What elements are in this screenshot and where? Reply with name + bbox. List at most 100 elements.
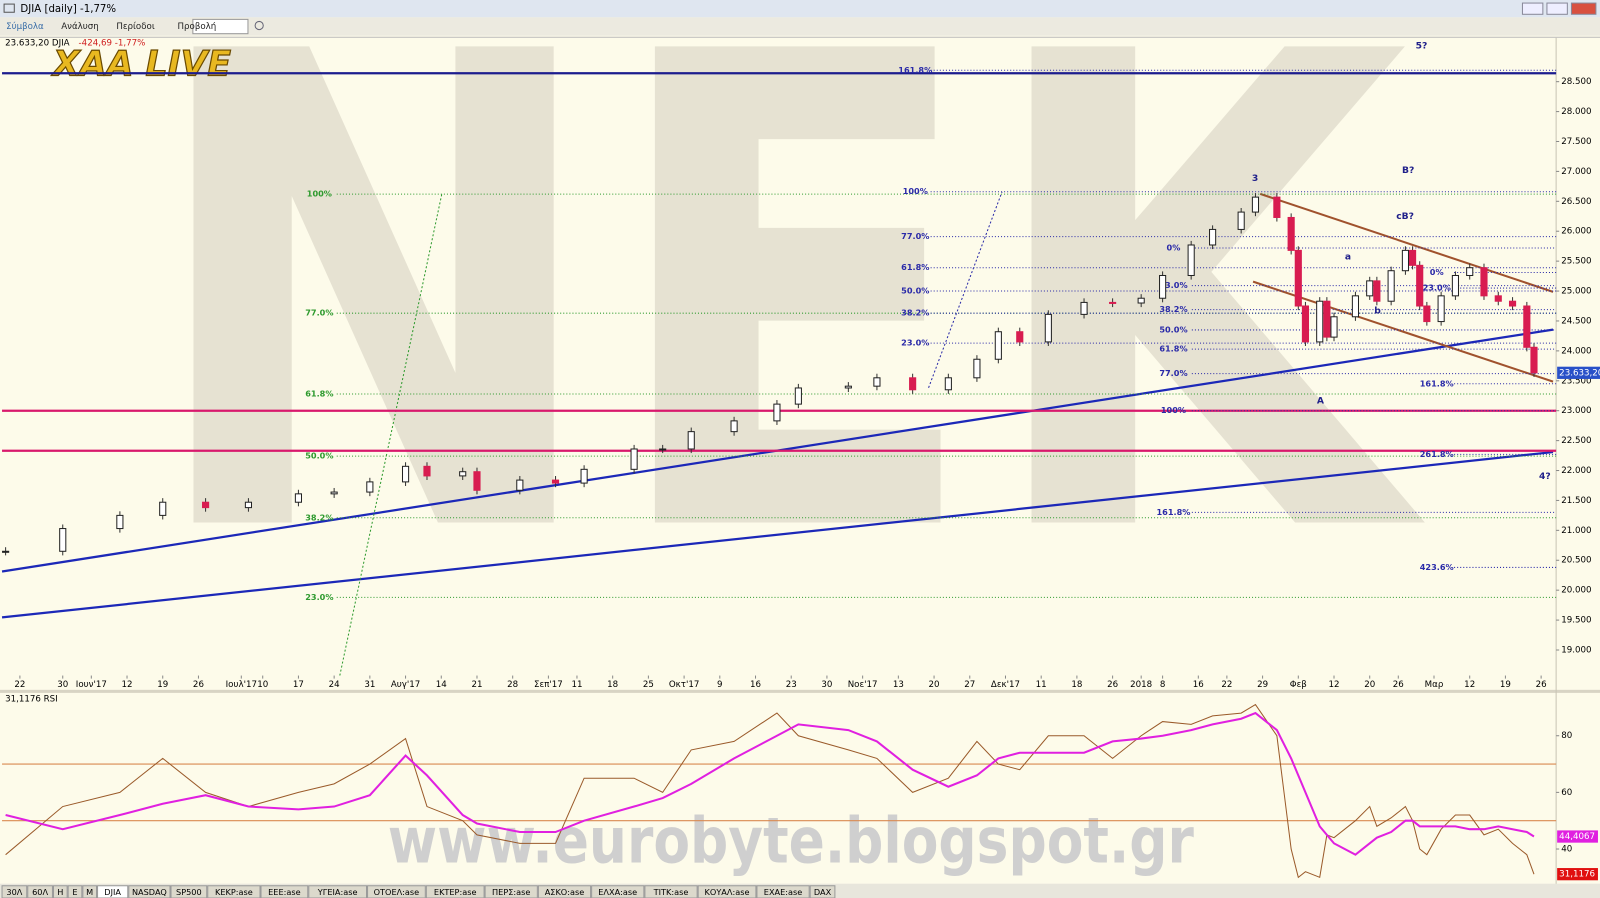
wave-label: 5? — [1416, 40, 1428, 51]
y-tick-label: 19.000 — [1561, 645, 1591, 655]
candle — [1351, 295, 1360, 318]
x-tick-label: 30 — [821, 680, 832, 690]
x-tick-label: Αυγ'17 — [391, 680, 420, 690]
tab-label[interactable]: DJIA — [104, 887, 121, 897]
tab-label[interactable]: ΑΣΚΟ:ase — [545, 887, 585, 897]
candle — [1159, 274, 1167, 299]
tab-label[interactable]: ΕΕΕ:ase — [268, 887, 300, 897]
tab[interactable] — [52, 885, 68, 898]
x-tick-label: 11 — [571, 680, 582, 690]
x-tick-label: 8 — [1160, 680, 1166, 690]
y-tick-label: 25.500 — [1561, 257, 1591, 267]
candle — [459, 471, 467, 477]
symbol-input[interactable] — [192, 18, 249, 35]
tab[interactable] — [97, 885, 129, 898]
tab-label[interactable]: ΚΟΥΑΛ:ase — [705, 887, 750, 897]
tab[interactable] — [537, 885, 592, 898]
candle — [1187, 244, 1195, 277]
close-button[interactable] — [1570, 2, 1597, 15]
tab[interactable] — [644, 885, 698, 898]
price-change: -424,69 -1,77% — [79, 38, 146, 48]
fib-label: 61.8% — [305, 388, 333, 398]
minimize-button[interactable] — [1521, 2, 1544, 15]
candle — [1287, 216, 1295, 251]
fib-label: 161.8% — [1420, 378, 1454, 388]
tab-label[interactable]: 60Λ — [32, 887, 48, 897]
fib-label: 423.6% — [1420, 562, 1454, 572]
fib-label: 77.0% — [305, 308, 333, 318]
trend-line — [1, 450, 1554, 619]
tab-label[interactable]: NASDAQ — [132, 887, 167, 897]
tab-label[interactable]: M — [86, 887, 93, 897]
tab[interactable] — [170, 885, 208, 898]
tab[interactable] — [1, 885, 28, 898]
fib-label: 77.0% — [901, 231, 929, 241]
tab[interactable] — [367, 885, 426, 898]
x-tick-label: 18 — [1071, 680, 1082, 690]
wave-label: 4? — [1539, 471, 1551, 482]
wave-label: B? — [1402, 165, 1414, 176]
candle — [473, 471, 481, 491]
tab-label[interactable]: ΕΚΤΕΡ:ase — [434, 887, 477, 897]
tab[interactable] — [82, 885, 98, 898]
tab-label[interactable]: ΥΓΕΙΑ:ase — [317, 887, 358, 897]
tab[interactable] — [260, 885, 309, 898]
tab[interactable] — [27, 885, 53, 898]
candle — [1401, 249, 1409, 272]
window-icon — [3, 3, 15, 13]
x-tick-label: 21 — [471, 680, 482, 690]
tab-label[interactable]: ΠΕΡΣ:ase — [492, 887, 530, 897]
candle — [1387, 270, 1395, 302]
candle — [1323, 300, 1331, 338]
tab[interactable] — [308, 885, 368, 898]
tab-label[interactable]: ΚΕΚΡ:ase — [215, 887, 253, 897]
candle — [1366, 280, 1374, 297]
candle — [1294, 249, 1302, 307]
tab-label[interactable]: ΕΛΧΑ:ase — [598, 887, 637, 897]
tab[interactable] — [484, 885, 538, 898]
fib-label: 50.0% — [305, 451, 333, 461]
tab-label[interactable]: ΟΤΟΕΛ:ase — [374, 887, 420, 897]
x-tick-label: 20 — [929, 680, 940, 690]
candle — [1408, 249, 1417, 266]
tab-label[interactable]: H — [57, 887, 63, 897]
x-tick-label: 13 — [893, 680, 904, 690]
candle — [909, 377, 917, 391]
title-bar — [0, 0, 1600, 18]
x-tick-label: 14 — [436, 680, 448, 690]
search-icon[interactable] — [254, 20, 264, 31]
tab[interactable] — [425, 885, 485, 898]
menu-item[interactable]: Προβολή — [178, 22, 217, 32]
wave-label: a — [1345, 252, 1351, 263]
tab[interactable] — [756, 885, 810, 898]
candle — [2, 550, 10, 553]
tab-label[interactable]: SP500 — [176, 887, 202, 897]
candle — [1209, 228, 1217, 246]
candle — [116, 514, 124, 530]
tab[interactable] — [207, 885, 261, 898]
last-value-box — [1557, 830, 1598, 843]
menu-item[interactable]: Ανάλυση — [61, 22, 99, 32]
candle — [1530, 346, 1538, 374]
y-tick-label: 23.500 — [1561, 376, 1591, 386]
tab[interactable] — [809, 885, 836, 898]
tab[interactable] — [697, 885, 757, 898]
panel-border — [0, 36, 1600, 38]
last-price-label: 23.633,20 — [1559, 368, 1600, 378]
tab-label[interactable]: DAX — [814, 887, 832, 897]
menu-item[interactable]: Περίοδοι — [116, 22, 154, 32]
restore-button[interactable] — [1546, 2, 1568, 15]
candle — [202, 501, 210, 509]
menu-item[interactable]: Σύμβολα — [6, 21, 44, 32]
tab-label[interactable]: 30Λ — [6, 887, 22, 897]
tab[interactable] — [591, 885, 645, 898]
wave-label: A — [1317, 396, 1325, 407]
fib-label: 38.2% — [901, 308, 929, 318]
tab[interactable] — [128, 885, 171, 898]
x-tick-label: 26 — [1536, 680, 1547, 690]
tab-label[interactable]: ΤΙΤΚ:ase — [653, 887, 689, 897]
tab[interactable] — [67, 885, 83, 898]
tab-label[interactable]: E — [72, 887, 77, 897]
tab-label[interactable]: ΕΧΑΕ:ase — [764, 887, 802, 897]
